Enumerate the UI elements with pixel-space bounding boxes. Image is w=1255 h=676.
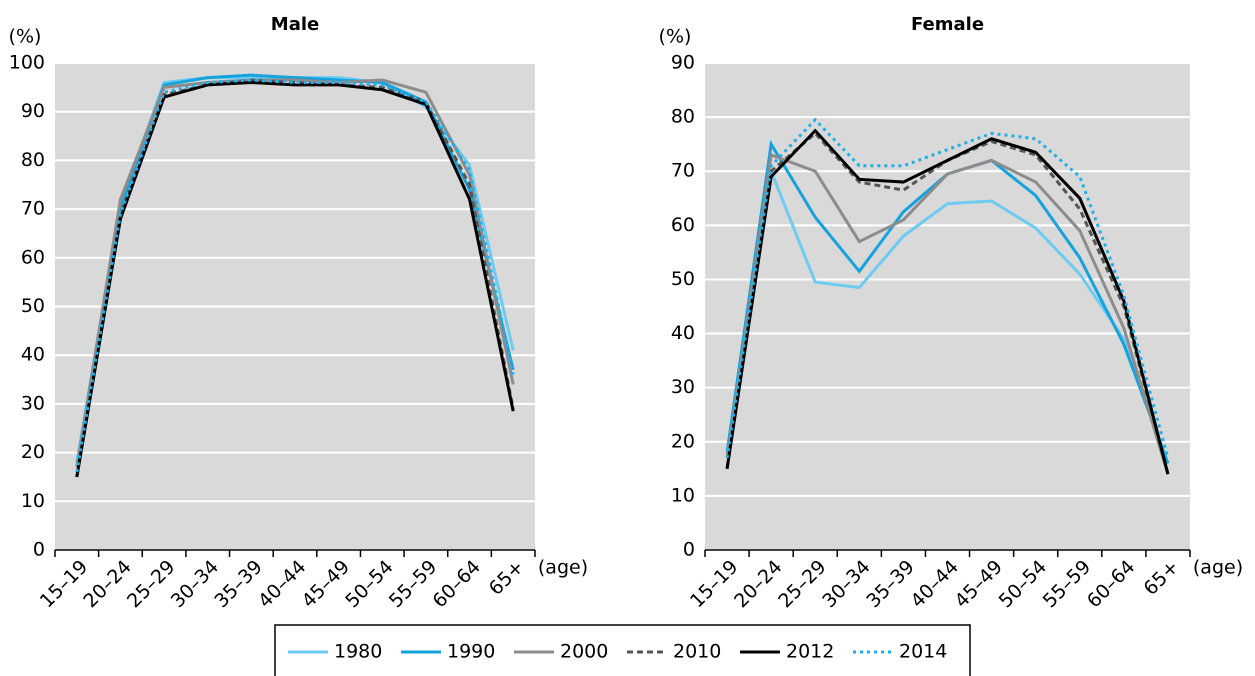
x-tick-label: 65+ bbox=[485, 556, 529, 600]
y-tick-label: 50 bbox=[21, 295, 45, 317]
y-tick-label: 80 bbox=[21, 149, 45, 171]
chart-title: Male bbox=[271, 14, 319, 35]
y-tick-label: 80 bbox=[671, 106, 695, 128]
x-tick-label: 60–64 bbox=[429, 556, 485, 612]
series-line bbox=[725, 128, 1170, 475]
y-tick-label: 90 bbox=[21, 100, 45, 122]
legend-label: 1980 bbox=[334, 641, 382, 663]
x-tick-label: 50–54 bbox=[341, 556, 397, 612]
x-axis-label: (age) bbox=[538, 557, 588, 579]
y-tick-label: 60 bbox=[21, 246, 45, 268]
x-tick-label: 30–34 bbox=[818, 556, 874, 612]
x-tick-label: 45–49 bbox=[951, 556, 1007, 612]
x-axis-label: (age) bbox=[1193, 557, 1243, 579]
legend-label: 2012 bbox=[786, 641, 834, 663]
x-tick-label: 60–64 bbox=[1083, 556, 1139, 612]
y-tick-label: 70 bbox=[671, 160, 695, 182]
x-tick-label: 20–24 bbox=[79, 556, 135, 612]
y-tick-label: 0 bbox=[33, 539, 45, 561]
x-tick-label: 35–39 bbox=[862, 556, 918, 612]
x-tick-label: 15–19 bbox=[36, 556, 92, 612]
x-tick-label: 35–39 bbox=[210, 556, 266, 612]
y-tick-label: 100 bbox=[9, 52, 45, 74]
y-tick-label: 20 bbox=[671, 430, 695, 452]
x-tick-label: 45–49 bbox=[298, 556, 354, 612]
y-tick-label: 50 bbox=[671, 268, 695, 290]
x-tick-label: 50–54 bbox=[995, 556, 1051, 612]
y-tick-label: 10 bbox=[21, 490, 45, 512]
x-tick-label: 30–34 bbox=[167, 556, 223, 612]
series-line bbox=[725, 117, 1170, 459]
legend-label: 2014 bbox=[899, 641, 947, 663]
y-tick-label: 70 bbox=[21, 198, 45, 220]
legend-label: 2000 bbox=[560, 641, 608, 663]
legend-label: 1990 bbox=[447, 641, 495, 663]
y-tick-label: 40 bbox=[21, 344, 45, 366]
chart-title: Female bbox=[911, 14, 984, 35]
x-tick-label: 20–24 bbox=[730, 556, 786, 612]
y-tick-label: 30 bbox=[671, 376, 695, 398]
series-line bbox=[75, 78, 515, 468]
x-tick-label: 40–44 bbox=[254, 556, 310, 612]
plot-area bbox=[705, 63, 1190, 550]
x-tick-label: 55–59 bbox=[385, 556, 441, 612]
y-tick-label: 40 bbox=[671, 322, 695, 344]
y-axis-label: (%) bbox=[659, 26, 692, 48]
y-tick-label: 0 bbox=[683, 539, 695, 561]
series-line bbox=[725, 165, 1170, 464]
x-tick-label: 40–44 bbox=[906, 556, 962, 612]
x-tick-label: 65+ bbox=[1139, 556, 1183, 600]
series-line bbox=[725, 152, 1170, 475]
y-tick-label: 90 bbox=[671, 52, 695, 74]
y-tick-label: 60 bbox=[671, 214, 695, 236]
x-tick-label: 25–29 bbox=[774, 556, 830, 612]
x-tick-label: 25–29 bbox=[123, 556, 179, 612]
legend-label: 2010 bbox=[673, 641, 721, 663]
legend-box bbox=[274, 624, 971, 676]
x-tick-label: 55–59 bbox=[1039, 556, 1095, 612]
y-tick-label: 30 bbox=[21, 392, 45, 414]
series-line bbox=[75, 80, 515, 478]
y-axis-label: (%) bbox=[9, 26, 42, 48]
x-tick-label: 15–19 bbox=[686, 556, 742, 612]
y-tick-label: 10 bbox=[671, 484, 695, 506]
y-tick-label: 20 bbox=[21, 441, 45, 463]
